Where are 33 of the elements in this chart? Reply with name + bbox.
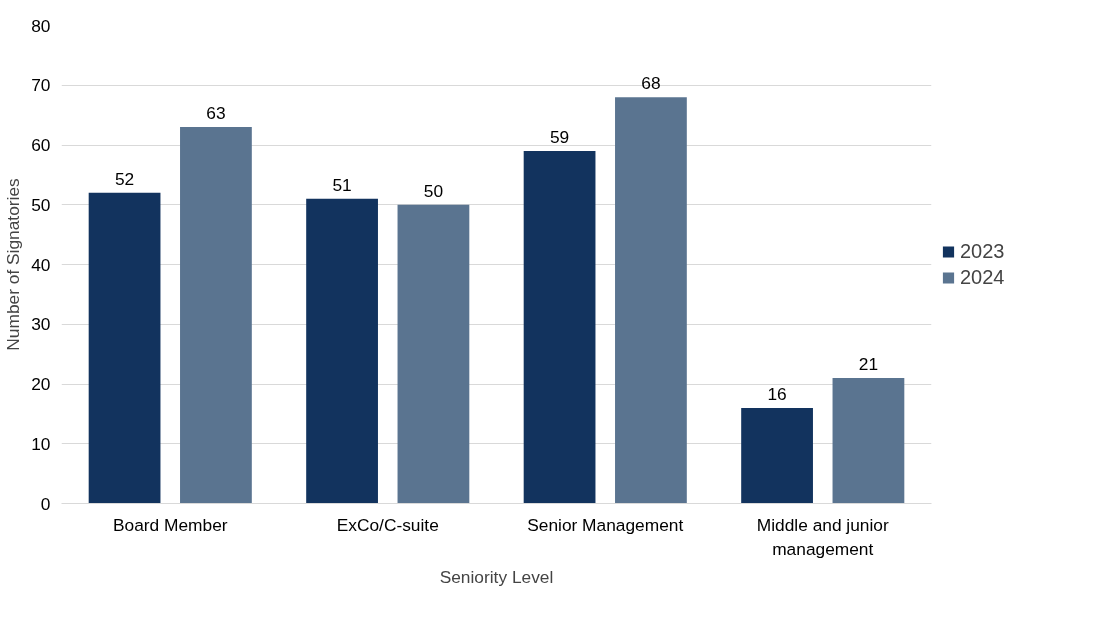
bar — [397, 204, 470, 504]
bar — [741, 407, 813, 504]
y-axis-title: Number of Signatories — [3, 177, 24, 351]
data-label: 21 — [858, 354, 879, 375]
y-tick-label: 80 — [31, 15, 51, 36]
data-label: 51 — [332, 174, 352, 195]
x-axis-title: Seniority Level — [439, 566, 554, 587]
data-label: 68 — [641, 73, 661, 94]
y-tick-label: 60 — [31, 135, 51, 155]
bar — [615, 97, 687, 504]
x-tick-label: Senior Management — [527, 514, 684, 535]
legend-label: 2023 — [960, 239, 1005, 263]
x-tick-label: ExCo/C-suite — [336, 514, 439, 535]
bar — [306, 198, 378, 504]
data-label: 16 — [767, 383, 787, 404]
y-tick-label: 10 — [31, 433, 51, 454]
bar — [832, 378, 905, 504]
data-label: 52 — [114, 168, 135, 189]
data-label: 50 — [423, 180, 444, 201]
data-label: 63 — [206, 103, 226, 124]
x-tick-label: Board Member — [112, 514, 228, 535]
y-tick-label: 40 — [31, 254, 51, 275]
y-tick-label: 50 — [31, 194, 51, 215]
data-label: 59 — [549, 126, 570, 147]
y-tick-label: 70 — [31, 75, 51, 96]
x-tick-label: Middle and junior management — [756, 514, 889, 559]
bar — [523, 150, 596, 504]
y-tick-label: 30 — [31, 314, 51, 335]
legend-label: 2024 — [960, 265, 1005, 289]
y-tick-label: 0 — [40, 493, 51, 514]
y-tick-label: 20 — [31, 374, 51, 394]
bar — [88, 192, 161, 504]
bar — [180, 127, 252, 504]
